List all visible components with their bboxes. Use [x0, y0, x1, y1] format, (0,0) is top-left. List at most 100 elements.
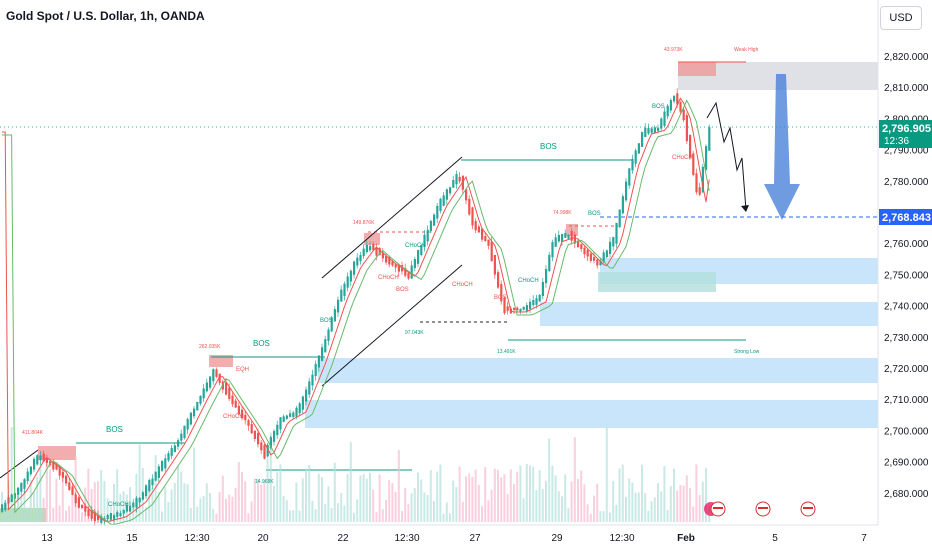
- volume-bar: [669, 486, 672, 522]
- candle-body: [650, 128, 653, 133]
- candle-body: [628, 168, 631, 186]
- candle-body: [173, 445, 176, 453]
- volume-bar: [324, 503, 327, 522]
- volume-bar: [401, 511, 403, 522]
- candle-body: [631, 158, 634, 171]
- volume-bar: [449, 513, 451, 522]
- candle-body: [77, 497, 80, 508]
- volume-bar: [660, 491, 663, 522]
- volume-bar: [458, 466, 461, 522]
- choch-label-1: CHoCH: [405, 243, 426, 249]
- volume-bar: [39, 467, 42, 522]
- volume-bar: [212, 508, 215, 522]
- candle-body: [279, 417, 282, 430]
- candle-body: [84, 505, 87, 512]
- candle-body: [615, 222, 618, 244]
- candle-body: [436, 205, 439, 219]
- candle-body: [413, 259, 416, 269]
- price-tick-label: 2,690.000: [884, 458, 929, 469]
- volume-bar: [554, 475, 557, 522]
- candle-body: [29, 466, 32, 475]
- candle-body: [218, 373, 221, 383]
- candle-body: [81, 504, 84, 508]
- volume-bar: [231, 496, 234, 522]
- volume-bar: [193, 447, 195, 522]
- volume-bar: [455, 487, 458, 522]
- time-tick-label: 5: [772, 533, 778, 544]
- candle-body: [663, 111, 666, 126]
- candle-body: [305, 389, 308, 402]
- volume-bar: [666, 509, 669, 522]
- volume-bar: [602, 511, 605, 522]
- candle-body: [442, 195, 445, 206]
- choch-label-6: CHoCH: [223, 414, 244, 420]
- candle-body: [356, 257, 359, 266]
- candle-body: [282, 416, 285, 422]
- candle-body: [164, 458, 167, 469]
- volume-bar: [359, 475, 362, 522]
- time-axis[interactable]: 13 15 12:30 20 22 12:30 27 29 12:30 Feb 5 7: [41, 533, 867, 544]
- candle-body: [535, 298, 538, 305]
- choch-label-2: CHoCH: [378, 275, 399, 281]
- volume-bar: [525, 463, 528, 522]
- volume-bar: [225, 498, 227, 522]
- candle-body: [426, 229, 429, 242]
- candle-body: [660, 118, 663, 129]
- time-tick-label: 12:30: [394, 533, 419, 544]
- candle-body: [167, 453, 170, 461]
- volume-bar: [180, 471, 183, 522]
- currency-button[interactable]: USD: [880, 6, 922, 30]
- weak-high-label: Weak High: [734, 47, 759, 53]
- volume-bar: [138, 444, 141, 522]
- candle-body: [679, 102, 682, 112]
- volume-bar: [369, 472, 371, 522]
- price-axis[interactable]: 2,820.000 2,810.000 2,800.000 2,790.000 2,78…: [884, 52, 929, 500]
- projection-arrow-head: [741, 205, 749, 212]
- volume-bar: [567, 508, 570, 522]
- candle-body: [244, 414, 247, 421]
- volume-bar: [58, 505, 61, 522]
- candle-body: [602, 252, 605, 263]
- candle-body: [109, 513, 112, 520]
- candle-body: [525, 305, 528, 311]
- vol-label-74: 74.998K: [553, 210, 572, 216]
- candle-body: [666, 105, 669, 117]
- volume-bar: [695, 464, 698, 522]
- candle-body: [452, 180, 455, 188]
- volume-bar: [228, 494, 231, 522]
- volume-bar: [375, 512, 378, 522]
- volume-bar: [538, 469, 541, 522]
- candle-body: [189, 412, 192, 425]
- candle-body: [500, 284, 503, 302]
- candle-body: [657, 127, 660, 131]
- volume-bar: [573, 437, 576, 522]
- candle-body: [74, 494, 77, 504]
- volume-bar: [257, 478, 259, 522]
- candle-body: [183, 425, 186, 439]
- candle-body: [199, 395, 202, 404]
- volume-bar: [167, 501, 170, 522]
- candle-body: [593, 257, 596, 261]
- volume-bar: [593, 495, 595, 522]
- candle-body: [532, 300, 535, 306]
- demand-zone-3: [318, 358, 878, 383]
- channel-start: [0, 449, 39, 479]
- price-tick-label: 2,800.000: [884, 114, 929, 125]
- volume-bar: [145, 507, 147, 522]
- candle-body: [55, 462, 58, 470]
- volume-bar: [583, 484, 586, 522]
- candle-body: [129, 505, 132, 512]
- candle-body: [589, 253, 592, 261]
- volume-bar: [343, 505, 346, 522]
- red-highlight-1: [678, 62, 716, 76]
- volume-bar: [497, 469, 499, 522]
- volume-bar: [541, 489, 544, 522]
- candle-body: [481, 228, 484, 240]
- price-tick-label: 2,740.000: [884, 302, 929, 313]
- volume-bar: [61, 471, 64, 522]
- volume-bar: [650, 501, 653, 522]
- volume-bar: [177, 465, 179, 522]
- volume-bar: [71, 490, 74, 522]
